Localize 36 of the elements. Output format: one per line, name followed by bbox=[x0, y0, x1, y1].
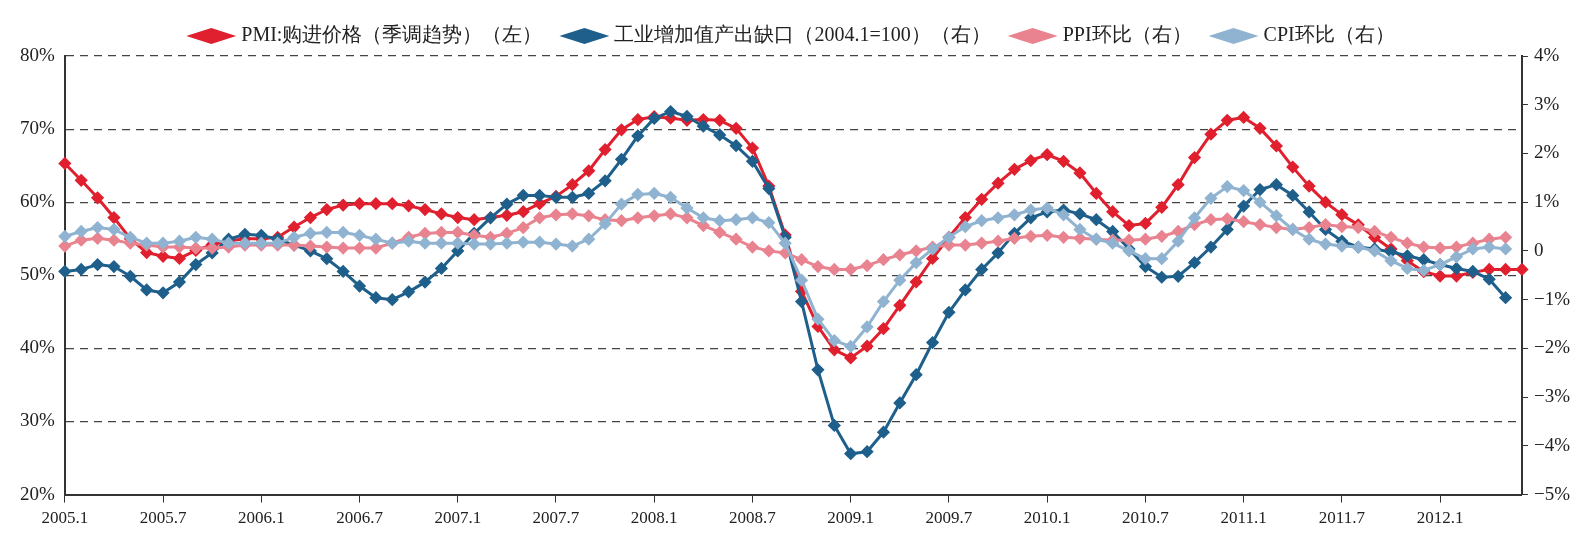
y-tick-label: 40% bbox=[20, 336, 55, 358]
legend-label: 工业增加值产出缺口（2004.1=100）（右） bbox=[614, 23, 991, 46]
x-tick-label: 2006.1 bbox=[237, 508, 285, 528]
y2-tick-label: 1% bbox=[1533, 190, 1560, 212]
legend-label: PMI:购进价格（季调趋势）（左） bbox=[241, 23, 543, 46]
x-tick-label: 2008.1 bbox=[630, 508, 678, 528]
y2-tick-label: 0 bbox=[1533, 238, 1544, 260]
y2-tick-label: 4% bbox=[1533, 43, 1560, 65]
y2-tick-label: −3% bbox=[1533, 385, 1571, 407]
x-tick-label: 2005.7 bbox=[139, 508, 187, 528]
y2-tick-label: 2% bbox=[1533, 141, 1560, 163]
y2-tick-label: −2% bbox=[1533, 336, 1571, 358]
y-tick-label: 80% bbox=[20, 43, 55, 65]
legend-label: CPI环比（右） bbox=[1263, 23, 1395, 46]
y-tick-label: 60% bbox=[20, 190, 55, 212]
y2-tick-label: 3% bbox=[1533, 92, 1560, 114]
y2-tick-label: −4% bbox=[1533, 433, 1571, 455]
y-tick-label: 70% bbox=[20, 117, 55, 139]
x-tick-label: 2010.1 bbox=[1023, 508, 1071, 528]
x-tick-label: 2008.7 bbox=[729, 508, 777, 528]
y-tick-label: 20% bbox=[20, 482, 55, 504]
x-tick-label: 2011.7 bbox=[1318, 508, 1366, 528]
x-tick-label: 2009.1 bbox=[827, 508, 875, 528]
y2-tick-label: −5% bbox=[1533, 482, 1571, 504]
y-tick-label: 30% bbox=[20, 409, 55, 431]
y2-tick-label: −1% bbox=[1533, 287, 1571, 309]
x-tick-label: 2010.7 bbox=[1122, 508, 1170, 528]
y-tick-label: 50% bbox=[20, 263, 55, 285]
x-tick-label: 2005.1 bbox=[41, 508, 89, 528]
x-tick-label: 2011.1 bbox=[1220, 508, 1267, 528]
legend-label: PPI环比（右） bbox=[1062, 23, 1192, 46]
x-tick-label: 2012.1 bbox=[1416, 508, 1464, 528]
x-tick-label: 2007.1 bbox=[434, 508, 482, 528]
x-tick-label: 2007.7 bbox=[532, 508, 580, 528]
x-tick-label: 2006.7 bbox=[336, 508, 384, 528]
x-tick-label: 2009.7 bbox=[925, 508, 973, 528]
